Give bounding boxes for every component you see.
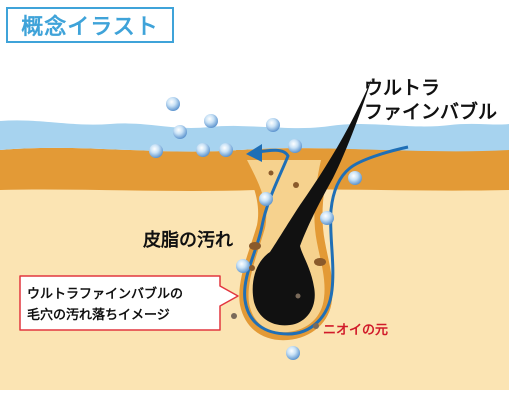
sebum-dirt-fleck <box>314 258 326 266</box>
ultrafine-bubble <box>348 171 362 185</box>
ultra-fine-bubble-label: ウルトラ ファインバブル <box>364 76 497 124</box>
title-box: 概念イラスト <box>6 7 174 43</box>
water-layer <box>0 119 509 152</box>
bubble-flow-arrowhead <box>246 144 262 162</box>
ultra-fine-bubble-label-line1: ウルトラ <box>364 77 441 99</box>
ultrafine-bubble <box>166 97 180 111</box>
callout-line1: ウルトラファインバブルの <box>27 287 184 302</box>
callout-line2: 毛穴の汚れ落ちイメージ <box>27 308 170 323</box>
ultrafine-bubble <box>196 143 210 157</box>
ultrafine-bubble <box>320 211 334 225</box>
ultrafine-bubble <box>288 139 302 153</box>
ultrafine-bubble <box>204 114 218 128</box>
sebum-dirt-fleck <box>268 170 274 176</box>
sebum-dirt-fleck <box>293 182 299 188</box>
odor-source-dot <box>313 323 319 329</box>
water-surface-line <box>0 118 509 129</box>
odor-source-dot <box>295 293 301 299</box>
ultrafine-bubble <box>266 118 280 132</box>
sebum-dirt-fleck <box>249 265 255 271</box>
callout-box <box>19 275 239 331</box>
sebum-dirt-fleck <box>249 242 261 250</box>
callout-caption: ウルトラファインバブルの 毛穴の汚れ落ちイメージ <box>27 284 215 326</box>
ultrafine-bubble <box>286 346 300 360</box>
ultrafine-bubble <box>259 192 273 206</box>
odor-source-dot <box>231 313 237 319</box>
ultrafine-bubble <box>149 144 163 158</box>
ultra-fine-bubble-label-line2: ファインバブル <box>364 101 498 123</box>
sebum-dirt-label: 皮脂の汚れ <box>143 230 233 251</box>
ultrafine-bubble <box>236 259 250 273</box>
page-title: 概念イラスト <box>21 15 159 40</box>
bubble-flow-line <box>243 145 409 336</box>
odor-source-label: ニオイの元 <box>323 323 389 338</box>
ultrafine-bubble <box>219 143 233 157</box>
hair-shaft <box>252 78 372 326</box>
ultrafine-bubble <box>173 125 187 139</box>
